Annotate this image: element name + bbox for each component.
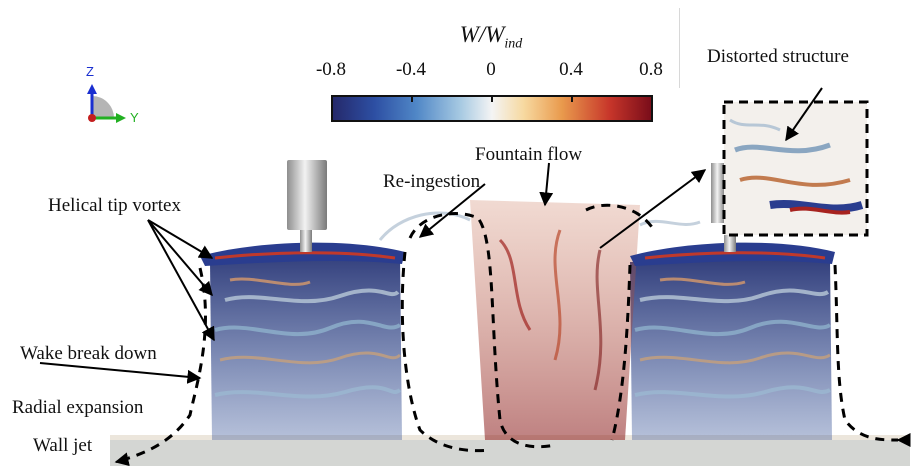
- colorbar-tick-label: -0.4: [395, 59, 427, 80]
- right-wake: [630, 260, 832, 440]
- colorbar: [331, 95, 653, 122]
- flow-boundaries: [115, 203, 899, 464]
- colorbar-tick-label: 0.4: [559, 59, 583, 80]
- left-wake: [210, 255, 402, 440]
- colorbar-tick-label: 0: [486, 59, 496, 80]
- colorbar-title-sub: ind: [504, 36, 523, 52]
- fountain-region: [378, 200, 701, 440]
- label-helical-tip-vortex: Helical tip vortex: [48, 195, 181, 216]
- label-wake-break-down: Wake break down: [20, 343, 157, 364]
- inset-box: [722, 100, 869, 237]
- label-wall-jet: Wall jet: [33, 435, 93, 456]
- ground-debris: [110, 435, 910, 466]
- label-re-ingestion: Re-ingestion: [383, 171, 481, 192]
- right-rotor-disk: [630, 242, 835, 266]
- panel-divider: [679, 8, 680, 88]
- colorbar-tick-mark: [491, 96, 493, 102]
- label-fountain-flow: Fountain flow: [475, 144, 583, 165]
- colorbar-tick-mark: [411, 96, 413, 102]
- left-nacelle: [287, 160, 327, 252]
- axes-triad-icon: Z Y: [78, 64, 148, 141]
- annotation-arrows: [39, 87, 911, 466]
- axis-z-label: Z: [86, 64, 94, 79]
- colorbar-title: W/Wind: [460, 22, 523, 53]
- colorbar-tick-label: -0.8: [315, 59, 347, 80]
- colorbar-title-main: W/W: [459, 22, 505, 47]
- axis-y-label: Y: [130, 110, 139, 125]
- left-rotor-disk: [200, 242, 405, 266]
- label-radial-expansion: Radial expansion: [12, 397, 144, 418]
- label-distorted-structure: Distorted structure: [707, 46, 849, 67]
- colorbar-tick-mark: [571, 96, 573, 102]
- colorbar-tick-label: 0.8: [639, 59, 663, 80]
